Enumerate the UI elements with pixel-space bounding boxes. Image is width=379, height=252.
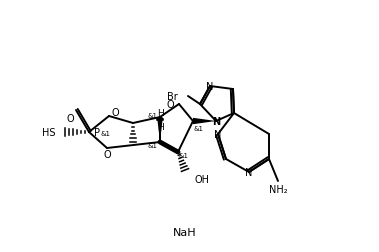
Text: N: N xyxy=(212,116,220,127)
Text: NaH: NaH xyxy=(173,227,197,237)
Text: O: O xyxy=(111,108,119,117)
Text: NH₂: NH₂ xyxy=(269,184,287,194)
Text: HS: HS xyxy=(41,128,55,137)
Polygon shape xyxy=(193,118,216,125)
Text: &1: &1 xyxy=(178,152,188,158)
Text: &1: &1 xyxy=(100,131,110,137)
Text: OH: OH xyxy=(194,174,209,184)
Text: &1: &1 xyxy=(147,113,157,118)
Text: O: O xyxy=(66,114,74,123)
Text: N: N xyxy=(214,130,222,139)
Text: N: N xyxy=(206,82,214,92)
Text: P: P xyxy=(94,128,100,137)
Text: H: H xyxy=(157,108,163,117)
Text: &1: &1 xyxy=(193,125,203,132)
Text: &1: &1 xyxy=(147,142,157,148)
Text: O: O xyxy=(103,149,111,159)
Text: H: H xyxy=(157,122,163,131)
Text: Br: Br xyxy=(167,92,178,102)
Text: O: O xyxy=(166,100,174,110)
Text: N: N xyxy=(245,167,253,177)
Polygon shape xyxy=(157,118,163,142)
